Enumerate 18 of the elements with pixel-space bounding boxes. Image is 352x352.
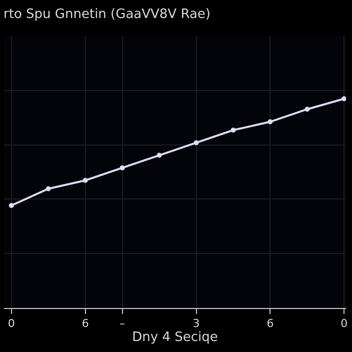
point [304,106,310,112]
x-tick-label: – [120,317,126,330]
x-tick-label: 6 [82,317,89,330]
point [268,119,273,124]
point [82,178,88,183]
x-tick-label: 0 [8,317,15,330]
point [8,202,14,208]
point [156,152,162,158]
point [46,186,51,192]
point [230,128,236,133]
x-axis-title: Dny 4 Seciqe [132,330,218,346]
point [194,140,199,146]
x-tick-label: 0 [340,317,348,330]
point [342,96,346,102]
chart-title: rto Spu Gnnetin (GaaVV8V Rae) [4,6,211,22]
x-tick-label: 6 [266,317,274,330]
point [120,165,125,170]
x-tick-label: 3 [192,317,200,330]
